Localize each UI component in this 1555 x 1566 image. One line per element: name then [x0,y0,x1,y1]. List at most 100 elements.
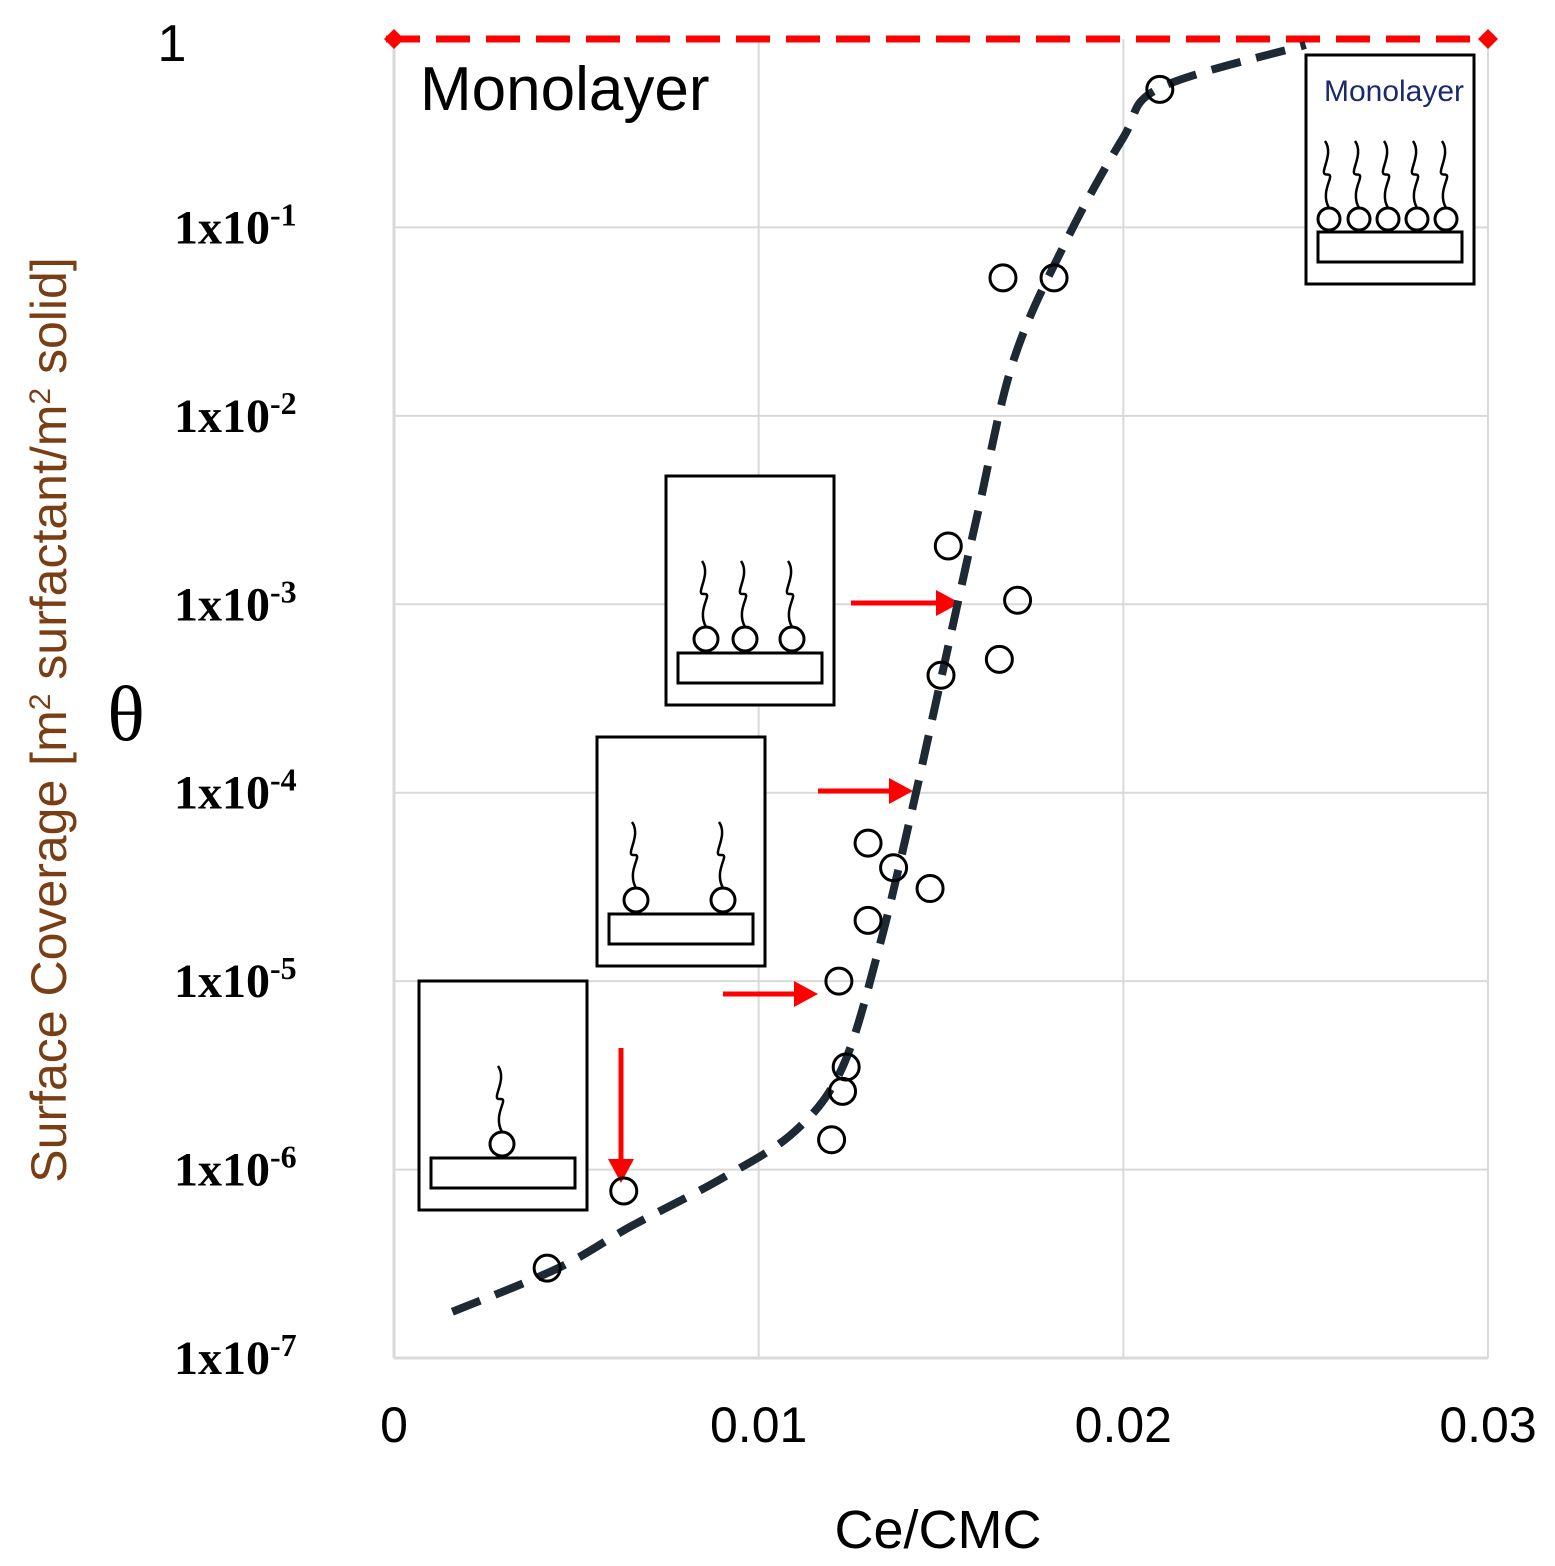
insets: Monolayer [417,53,1476,1212]
y-tick-label-exponent: -7 [270,1327,297,1363]
x-axis-label: Ce/CMC [834,1500,1041,1560]
y-tick-label: 1x10-1 [174,196,297,254]
y-tick-label-exponent: -6 [270,1139,297,1175]
data-point [831,1052,861,1082]
inset-solid-surface [429,1156,577,1190]
monolayer-annotation: Monolayer [420,55,709,124]
data-point [933,531,963,561]
inset-surfactant-tail [1439,140,1449,209]
arrow-down [608,1048,634,1183]
arrow-right [723,981,818,1007]
inset-solid-surface [676,651,824,685]
y-axis-label: Surface Coverage [m2 surfactant/m2 solid… [21,257,77,1182]
y-tick-label: 1x10-4 [174,762,297,820]
y-tick-label: 1x10-3 [174,573,297,631]
x-tick-label: 0.01 [710,1397,807,1453]
data-point [1145,74,1175,104]
inset-surfactant-tail [495,1065,505,1133]
y-tick-label: 1x10-7 [174,1327,297,1385]
inset-surfactant-head [1316,206,1342,232]
arrows [608,590,960,1183]
data-point [984,644,1014,674]
arrow-right [818,778,913,804]
inset-surfactant-head [622,886,650,914]
y-tick-label-base: 1x10 [174,767,270,820]
inset-surfactant-tail [785,560,795,628]
y-axis-label-part: Surface Coverage [m [21,710,77,1182]
y-tick-label-base: 1x10 [174,201,270,254]
inset-surfactant-head [1404,206,1430,232]
inset-surfactant-head [709,886,737,914]
inset-surfactant-tail [699,560,709,628]
y-axis-label-part: solid] [21,257,77,388]
data-point [817,1125,847,1155]
inset-surfactant-head [731,625,759,653]
inset-1 [417,979,589,1212]
inset-surfactant-tail [1410,140,1420,209]
monolayer-limit [384,29,1498,49]
inset-surfactant-head [778,625,806,653]
inset-surfactant-head [1375,206,1401,232]
inset-solid-surface [607,912,755,946]
arrow-head [936,590,960,616]
inset-surfactant-tail [1381,140,1391,209]
data-point [879,853,909,883]
inset-surfactant-head [1346,206,1372,232]
y-tick-label-base: 1x10 [174,1332,270,1385]
arrow-right [851,590,960,616]
inset-solid-surface [1316,230,1464,264]
inset-title: Monolayer [1324,75,1464,108]
data-points [532,74,1175,1283]
data-point [853,905,883,935]
data-point [609,1176,639,1206]
y-tick-label: 1x10-2 [174,385,297,443]
data-point [1039,263,1069,293]
y-axis-label-part: surfactant/m [21,405,77,694]
inset-3 [664,474,836,707]
inset-4: Monolayer [1304,53,1476,286]
arrow-head [608,1159,634,1183]
tick-labels: 0 0.01 0.02 0.0311x10-11x10-21x10-31x10-41x… [158,15,1537,1453]
data-point [824,966,854,996]
theta-symbol: θ [107,670,144,757]
monolayer-marker [384,29,404,49]
data-point [915,874,945,904]
y-tick-label-base: 1x10 [174,955,270,1008]
inset-surfactant-tail [738,560,748,628]
y-tick-label-exponent: -1 [270,196,297,232]
arrow-head [794,981,818,1007]
x-tick-label: 0.03 [1439,1397,1536,1453]
fit-curve [450,41,1307,1316]
y-axis-label-superscript: 2 [24,694,57,711]
inset-2 [595,735,767,968]
data-point [926,660,956,690]
inset-surfactant-tail [716,821,726,889]
y-tick-label: 1 [158,15,187,73]
data-point [532,1253,562,1283]
data-point [988,263,1018,293]
arrow-head [889,778,913,804]
inset-surfactant-tail [629,821,639,889]
x-tick-label: 0 [380,1397,408,1453]
y-tick-label-exponent: -5 [270,950,297,986]
y-tick-label-exponent: -3 [270,573,297,609]
y-tick-label-exponent: -2 [270,385,297,421]
y-axis-label-superscript: 2 [24,388,57,405]
inset-surfactant-head [488,1130,516,1158]
inset-surfactant-tail [1352,140,1362,209]
y-tick-label-base: 1x10 [174,1144,270,1197]
y-tick-label: 1x10-5 [174,950,297,1008]
monolayer-marker [1478,29,1498,49]
data-point [1003,585,1033,615]
x-tick-label: 0.02 [1075,1397,1172,1453]
fit-curve-line [450,41,1307,1316]
inset-surfactant-head [692,625,720,653]
y-tick-label-base: 1x10 [174,578,270,631]
y-tick-label: 1x10-6 [174,1139,297,1197]
inset-surfactant-tail [1322,140,1332,209]
inset-surfactant-head [1433,206,1459,232]
data-point [853,828,883,858]
y-tick-label-exponent: -4 [270,762,297,798]
